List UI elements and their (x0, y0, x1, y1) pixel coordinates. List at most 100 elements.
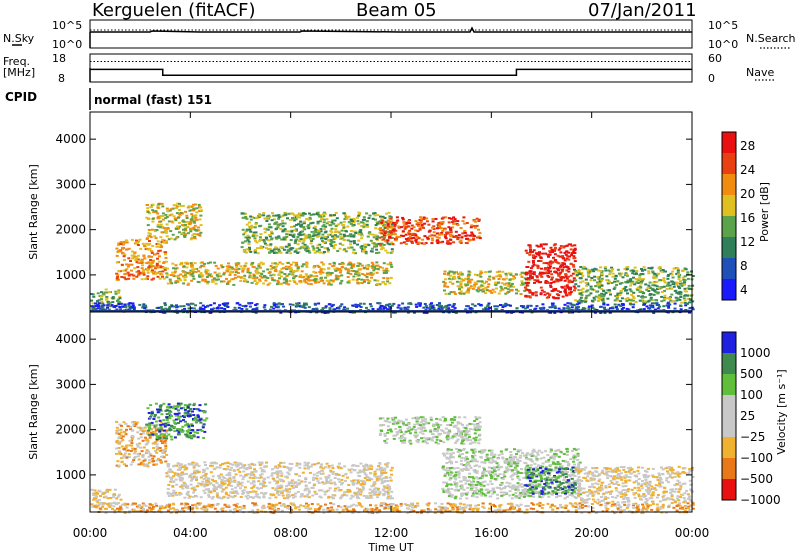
echo-cell (531, 265, 535, 268)
echo-cell (179, 402, 183, 405)
echo-cell (307, 306, 311, 309)
echo-cell (248, 274, 252, 277)
echo-cell (150, 270, 154, 273)
echo-cell (542, 290, 546, 293)
echo-cell (532, 263, 536, 266)
echo-cell (270, 219, 274, 222)
echo-cell (271, 249, 275, 252)
echo-cell (327, 481, 331, 484)
echo-cell (232, 283, 236, 286)
echo-cell (142, 272, 146, 274)
echo-cell (404, 238, 408, 240)
echo-cell (386, 227, 390, 230)
echo-cell (319, 228, 323, 231)
echo-cell (647, 284, 651, 287)
echo-cell (183, 464, 187, 467)
echo-cell (155, 451, 159, 454)
echo-cell (291, 235, 295, 237)
echo-cell (265, 244, 269, 247)
echo-cell (453, 307, 457, 310)
echo-cell (528, 246, 532, 249)
echo-cell (176, 202, 180, 205)
echo-cell (183, 307, 187, 310)
echo-cell (534, 307, 538, 310)
echo-cell (245, 223, 249, 226)
echo-cell (295, 464, 299, 467)
echo-cell (146, 224, 150, 227)
echo-cell (380, 469, 384, 472)
echo-cell (527, 289, 531, 292)
echo-cell (429, 304, 433, 307)
echo-cell (357, 272, 361, 275)
echo-cell (372, 272, 375, 275)
echo-cell (255, 306, 259, 309)
echo-cell (475, 289, 479, 292)
echo-cell (564, 253, 568, 256)
echo-cell (281, 230, 285, 233)
echo-cell (159, 404, 163, 407)
echo-cell (526, 304, 530, 307)
echo-cell (104, 288, 108, 291)
echo-cell (172, 274, 175, 277)
echo-cell (473, 273, 477, 276)
echo-cell (375, 261, 379, 264)
echo-cell (212, 307, 216, 310)
echo-cell (252, 273, 256, 276)
echo-cell (586, 283, 590, 286)
echo-cell (159, 236, 163, 239)
echo-cell (195, 419, 199, 422)
echo-cell (477, 218, 481, 221)
echo-cell (150, 251, 154, 254)
echo-cell (130, 238, 134, 241)
echo-cell (188, 428, 192, 431)
echo-cell (456, 220, 460, 223)
echo-cell (159, 306, 163, 309)
echo-cell (233, 479, 237, 482)
echo-cell (255, 283, 258, 285)
echo-cell (530, 277, 534, 280)
echo-cell (460, 272, 464, 275)
echo-cell (118, 295, 122, 298)
echo-cell (302, 233, 306, 236)
echo-cell (415, 241, 419, 244)
echo-cell (526, 277, 530, 280)
echo-cell (202, 471, 205, 474)
echo-cell (380, 472, 384, 475)
echo-cell (412, 226, 416, 229)
echo-cell (134, 450, 137, 453)
echo-cell (235, 265, 239, 268)
echo-cell (652, 277, 656, 280)
echo-cell (285, 282, 289, 285)
echo-cell (176, 277, 180, 280)
echo-cell (447, 307, 451, 310)
echo-cell (254, 222, 258, 224)
echo-cell (246, 280, 250, 283)
echo-cell (328, 262, 332, 265)
echo-cell (579, 277, 583, 280)
echo-cell (150, 255, 153, 258)
echo-cell (296, 267, 300, 270)
echo-cell (688, 301, 692, 304)
echo-cell (328, 487, 332, 490)
echo-cell (660, 286, 664, 289)
echo-cell (193, 221, 197, 224)
echo-cell (182, 473, 186, 476)
echo-cell (329, 279, 333, 282)
echo-cell (680, 284, 684, 287)
echo-cell (125, 241, 129, 244)
echo-cell (304, 302, 308, 305)
echo-cell (342, 233, 346, 236)
frequency-series (90, 68, 692, 77)
echo-cell (594, 285, 598, 288)
echo-cell (631, 295, 635, 298)
echo-cell (133, 425, 137, 427)
echo-cell (371, 489, 375, 492)
echo-cell (284, 278, 288, 281)
echo-cell (360, 278, 364, 281)
echo-cell (607, 289, 611, 292)
echo-cell (243, 464, 247, 467)
echo-cell (221, 496, 225, 499)
echo-cell (132, 308, 136, 311)
echo-cell (346, 216, 350, 218)
echo-cell (488, 270, 492, 273)
